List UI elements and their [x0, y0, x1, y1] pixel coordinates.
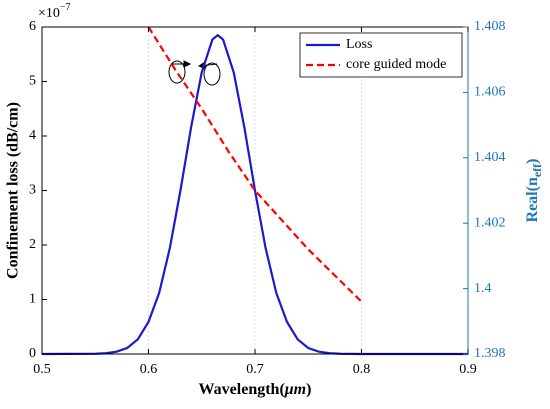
y2-label-part: Real(n	[524, 177, 541, 222]
x-tick-label: 0.9	[459, 362, 477, 377]
line-series	[41, 33, 468, 356]
legend-box	[299, 32, 463, 78]
y2-tick-label: 1.398	[474, 346, 506, 361]
y2-tick-label: 1.408	[474, 19, 506, 34]
y-tick-label: 6	[29, 19, 36, 34]
y-tick-label: 5	[29, 74, 36, 89]
arrow-head	[183, 60, 192, 68]
x-tick-label: 0.6	[140, 362, 158, 377]
x-tick-label: 0.7	[246, 362, 264, 377]
y-multiplier: ×10−7	[38, 2, 71, 21]
y2-tick-label: 1.404	[474, 150, 506, 165]
y-tick-label: 3	[29, 183, 36, 198]
legend-label: core guided mode	[346, 57, 446, 72]
y2-label-part: )	[524, 159, 541, 164]
legend-label: Loss	[346, 37, 372, 52]
x-label-part: μm	[284, 381, 306, 398]
x-tick-label: 0.5	[33, 362, 51, 377]
x-label-part: Wavelength(	[199, 381, 285, 398]
y-tick-label: 2	[29, 237, 36, 252]
y2-axis-label: Real(neff)	[524, 159, 544, 223]
y-tick-label: 1	[29, 292, 36, 307]
x-label-part: )	[306, 381, 311, 398]
rotation-circle	[168, 60, 186, 84]
y-axis-label: Confinement loss (dB/cm)	[5, 102, 22, 279]
x-tick-label: 0.8	[353, 362, 371, 377]
y2-tick-label: 1.406	[474, 85, 506, 100]
y2-label-part: eff	[530, 163, 544, 177]
y2-tick-label: 1.4	[474, 281, 492, 296]
multiplier-exponent: −7	[60, 2, 71, 13]
line-series	[147, 26, 363, 303]
x-axis-label: Wavelength(μm)	[199, 381, 312, 398]
y2-tick-label: 1.402	[474, 215, 506, 230]
y-tick-label: 4	[29, 128, 36, 143]
rotation-circle	[203, 62, 221, 86]
y-tick-label: 0	[29, 346, 36, 361]
multiplier-base: ×10	[38, 6, 60, 21]
